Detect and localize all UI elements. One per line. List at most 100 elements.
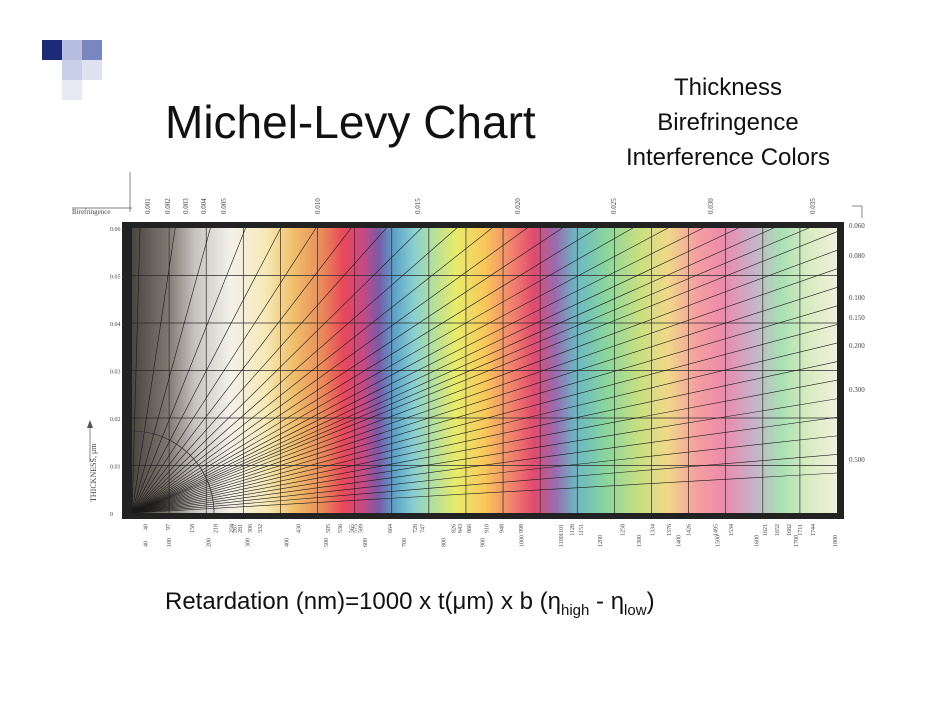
top-tick-label: 0.001 — [144, 198, 152, 214]
birefringence-axis-label: Birefringence — [72, 208, 110, 216]
birefringence-line — [132, 249, 837, 513]
formula-eta-high: η — [547, 588, 561, 615]
birefringence-line — [132, 435, 837, 513]
bottom-tick-label-row2: 1500 — [716, 535, 722, 547]
bottom-tick-label-row2: 1200 — [598, 535, 604, 547]
bottom-tick-label-row2: 1800 — [833, 535, 839, 547]
left-tick-label: 0 — [110, 512, 113, 518]
birefringence-line — [132, 228, 774, 513]
birefringence-line — [132, 228, 282, 513]
birefringence-right-axis: 0.060 0.080 0.100 0.150 0.200 0.300 0.500 — [849, 222, 865, 464]
bottom-tick-label-row2: 1000 — [520, 535, 526, 547]
bottom-tick-label: 843 — [458, 524, 464, 533]
top-tick-label: 0.005 — [220, 198, 228, 214]
bottom-tick-label: 1334 — [650, 524, 656, 536]
bottom-tick-label: 826 — [452, 524, 458, 533]
subtitle-line-thickness: Thickness — [673, 74, 783, 101]
birefringence-line — [132, 228, 493, 513]
bottom-tick-label: 910 — [484, 524, 490, 533]
right-tick-label: 0.200 — [849, 342, 865, 350]
bottom-tick-label-row2: 300 — [246, 538, 252, 547]
bottom-tick-label: 158 — [190, 524, 196, 533]
right-tick-label: 0.080 — [849, 252, 865, 260]
bottom-tick-label: 664 — [388, 524, 394, 533]
bottom-tick-label-row2: 1300 — [637, 535, 643, 547]
thickness-axis-label: THICKNESS, μm — [89, 443, 98, 502]
birefringence-line — [132, 228, 141, 513]
bottom-tick-label: 1258 — [621, 524, 627, 536]
top-tick-label: 0.003 — [182, 198, 190, 214]
birefringence-line — [132, 228, 704, 513]
bottom-tick-label: 998 — [519, 524, 525, 533]
birefringence-line — [132, 228, 176, 513]
bottom-tick-label-row2: 1700 — [794, 535, 800, 547]
top-tick-label: 0.015 — [414, 198, 422, 214]
bottom-tick-label: 1682 — [787, 524, 793, 536]
formula-close: ) — [646, 588, 655, 615]
slide-logo — [42, 40, 112, 110]
birefringence-line — [132, 287, 837, 513]
top-tick-label: 0.002 — [164, 198, 172, 214]
birefringence-line — [132, 228, 458, 513]
birefringence-line — [132, 342, 837, 513]
formula-mu: μ — [452, 588, 467, 615]
birefringence-line — [132, 398, 837, 513]
left-tick-label: 0.06 — [110, 227, 121, 233]
bottom-tick-label: 728 — [413, 524, 419, 533]
right-tick-label: 0.500 — [849, 456, 865, 464]
formula-mid: m) x b ( — [466, 588, 548, 615]
slide-subtitle: Thickness Birefringence Interference Col… — [598, 70, 858, 175]
birefringence-lines — [132, 228, 837, 513]
bottom-tick-label: 1101 — [559, 524, 565, 536]
birefringence-line — [132, 417, 837, 513]
right-tick-label: 0.150 — [849, 314, 865, 322]
birefringence-line — [132, 228, 387, 513]
bottom-tick-label-row2: 900 — [481, 538, 487, 547]
birefringence-line — [132, 231, 837, 513]
birefringence-line — [132, 228, 739, 513]
bottom-tick-label: 97 — [166, 524, 172, 530]
left-tick-label: 0.05 — [110, 275, 121, 281]
birefringence-line — [132, 228, 422, 513]
bottom-tick-label-row2: 1100 — [559, 535, 565, 547]
left-tick-label: 0.04 — [110, 322, 121, 328]
bottom-tick-label-row2: 100 — [167, 538, 173, 547]
bottom-tick-label: 1621 — [763, 524, 769, 536]
bottom-tick-label: 430 — [296, 524, 302, 533]
birefringence-line — [132, 472, 837, 513]
bottom-tick-label: 281 — [238, 524, 244, 533]
birefringence-line — [132, 305, 837, 513]
left-tick-label: 0.01 — [110, 465, 121, 471]
bottom-tick-label: 1534 — [729, 524, 735, 536]
right-tick-label: 0.100 — [849, 294, 865, 302]
birefringence-line — [132, 228, 563, 513]
bottom-tick-label-row2: 1600 — [755, 535, 761, 547]
bottom-tick-label: 948 — [499, 524, 505, 533]
birefringence-line — [132, 228, 352, 513]
top-tick-label: 0.030 — [707, 198, 715, 214]
formula-dash: - — [589, 588, 611, 615]
bottom-tick-label: 575 — [353, 524, 359, 533]
bottom-tick-label-row2: 400 — [285, 538, 291, 547]
bottom-tick-label: 259 — [229, 524, 235, 533]
bottom-tick-label: 1744 — [811, 524, 817, 536]
bottom-tick-label: 306 — [248, 524, 254, 533]
bottom-tick-label: 218 — [213, 524, 219, 533]
birefringence-line — [132, 228, 211, 513]
right-tick-label: 0.300 — [849, 386, 865, 394]
top-tick-label: 0.025 — [610, 198, 618, 214]
bottom-tick-label: 267 — [233, 524, 239, 533]
formula-sub-low: low — [624, 602, 647, 619]
bottom-tick-label-row2: 800 — [441, 538, 447, 547]
birefringence-line — [132, 454, 837, 513]
top-tick-label: 0.035 — [809, 198, 817, 214]
bottom-tick-label-row2: 1400 — [676, 535, 682, 547]
left-tick-label: 0.02 — [110, 417, 121, 423]
bottom-tick-label: 40 — [144, 524, 150, 530]
bottom-tick-label-row2: 700 — [402, 538, 408, 547]
bottom-tick-label: 1151 — [579, 524, 585, 536]
bottom-tick-label-row2: 500 — [324, 538, 330, 547]
bottom-tick-label: 747 — [421, 524, 427, 533]
birefringence-line — [132, 228, 246, 513]
